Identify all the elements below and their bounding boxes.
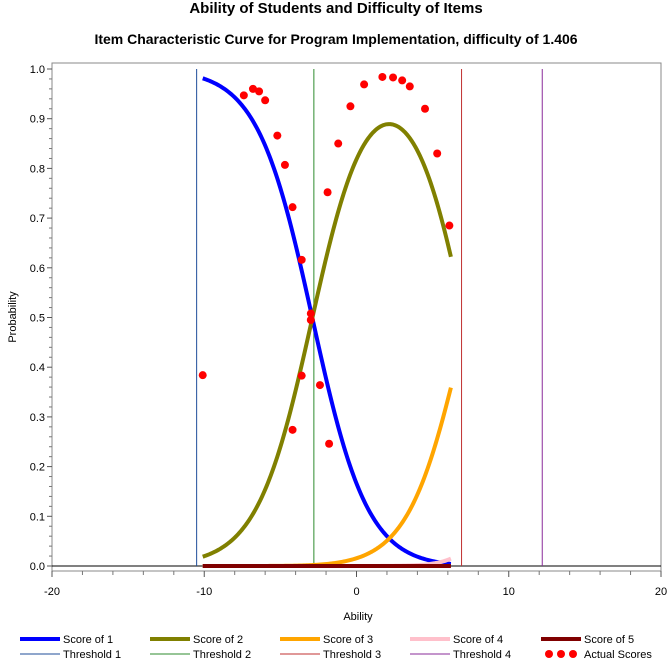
actual-score-point <box>255 87 264 96</box>
actual-score-point <box>445 221 454 230</box>
score-curves <box>202 76 453 568</box>
y-tick-label: 1.0 <box>30 64 45 76</box>
legend-label-s2: Score of 2 <box>193 634 243 646</box>
actual-score-point <box>288 203 297 212</box>
actual-score-points <box>198 72 454 448</box>
legend-label-s5: Score of 5 <box>584 634 634 646</box>
actual-score-point <box>315 381 324 390</box>
legend-label-s1: Score of 1 <box>63 634 113 646</box>
actual-score-point <box>280 160 289 169</box>
x-tick-label: 20 <box>655 586 667 598</box>
curve-s3 <box>202 387 453 568</box>
y-tick-label: 0.3 <box>30 412 45 424</box>
legend-swatch-actual-dot <box>545 650 553 658</box>
legend-label-s4: Score of 4 <box>453 634 503 646</box>
x-tick-label: -10 <box>196 586 212 598</box>
actual-score-point <box>405 82 414 91</box>
actual-score-point <box>288 425 297 434</box>
y-tick-label: 0.9 <box>30 114 45 126</box>
threshold-lines <box>196 69 543 566</box>
actual-score-point <box>306 309 315 318</box>
legend-label-s3: Score of 3 <box>323 634 373 646</box>
actual-score-point <box>239 91 248 100</box>
actual-score-point <box>198 371 207 380</box>
curve-s1 <box>202 76 452 566</box>
actual-score-point <box>378 72 387 81</box>
y-tick-label: 0.5 <box>30 313 45 325</box>
actual-score-point <box>433 149 442 158</box>
actual-score-point <box>306 315 315 324</box>
actual-score-point <box>297 255 306 264</box>
y-tick-label: 0.1 <box>30 511 45 523</box>
actual-score-point <box>323 188 332 197</box>
chart-title: Ability of Students and Difficulty of It… <box>189 0 483 17</box>
legend-label: Threshold 1 <box>63 649 121 661</box>
legend-label: Actual Scores <box>584 649 652 661</box>
y-axis-label: Probability <box>7 291 19 343</box>
y-tick-label: 0.4 <box>30 362 45 374</box>
actual-score-point <box>421 104 430 113</box>
curve-s2 <box>202 122 453 559</box>
x-tick-label: 10 <box>503 586 515 598</box>
actual-score-point <box>297 371 306 380</box>
actual-score-point <box>325 439 334 448</box>
y-tick-label: 0.6 <box>30 263 45 275</box>
legend: Score of 1 Score of 2 Score of 3 Score of 4… <box>20 634 652 661</box>
actual-score-point <box>334 139 343 148</box>
y-tick-label: 0.7 <box>30 213 45 225</box>
actual-score-point <box>398 76 407 85</box>
legend-label: Threshold 3 <box>323 649 381 661</box>
chart-subtitle: Item Characteristic Curve for Program Im… <box>94 31 578 47</box>
actual-score-point <box>346 102 355 111</box>
legend-swatch-actual-dot <box>557 650 565 658</box>
actual-score-point <box>360 80 369 89</box>
actual-score-point <box>273 131 282 140</box>
axes: 0.0 0.1 0.2 0.3 0.4 0.5 0.6 0.7 0.8 0.9 1.0 -20 -10 0… <box>30 64 667 598</box>
legend-label: Threshold 4 <box>453 649 511 661</box>
y-tick-label: 0.0 <box>30 561 45 573</box>
x-tick-label: -20 <box>44 586 60 598</box>
x-axis-label: Ability <box>343 611 373 623</box>
x-tick-label: 0 <box>353 586 359 598</box>
actual-score-point <box>261 96 270 105</box>
legend-swatch-actual-dot <box>569 650 577 658</box>
y-tick-label: 0.2 <box>30 462 45 474</box>
legend-label: Threshold 2 <box>193 649 251 661</box>
y-tick-label: 0.8 <box>30 163 45 175</box>
actual-score-point <box>248 84 257 93</box>
plot-frame <box>51 62 662 572</box>
actual-score-point <box>389 73 398 82</box>
